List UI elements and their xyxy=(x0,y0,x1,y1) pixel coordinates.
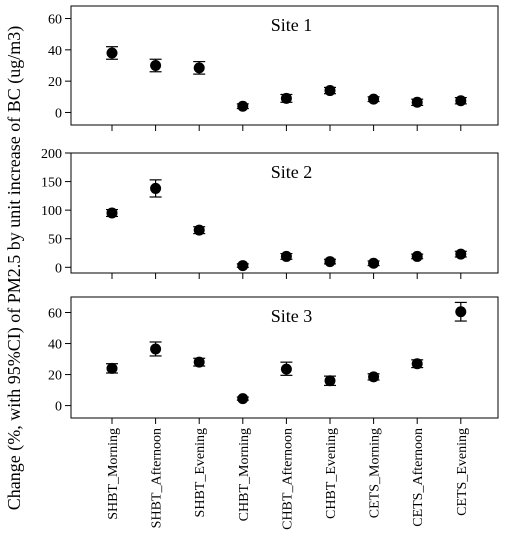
panel-2-y-tick-label: 100 xyxy=(41,204,62,219)
panel-2-point xyxy=(368,257,380,269)
panel-3-point xyxy=(411,358,423,370)
panel-1-y-tick-label: 40 xyxy=(48,44,62,59)
panel-2-y-tick-label: 200 xyxy=(41,147,62,162)
panel-1-y-tick-label: 20 xyxy=(48,75,62,90)
panel-1-y-tick-label: 0 xyxy=(55,106,62,121)
panel-2-point xyxy=(455,248,467,260)
panel-3-y-tick-label: 40 xyxy=(48,338,62,353)
panel-1-point xyxy=(324,85,336,97)
panel-3-point xyxy=(193,356,205,368)
x-tick-label: CHBT_Afternoon xyxy=(280,428,295,530)
panel-2-frame xyxy=(70,152,499,274)
x-tick-label: SHBT_Morning xyxy=(106,428,121,520)
panel-2-point xyxy=(193,224,205,236)
x-tick-label: SHBT_Evening xyxy=(193,428,208,517)
panel-3-y-tick-label: 0 xyxy=(55,400,62,415)
panel-3-point xyxy=(455,306,467,318)
x-tick-label: CETS_Morning xyxy=(368,428,383,518)
panel-1-point xyxy=(455,95,467,107)
panel-2-title: Site 2 xyxy=(271,162,313,182)
x-tick-label: SHBT_Afternoon xyxy=(150,428,165,528)
panel-1-frame xyxy=(70,5,499,126)
panel-3-point xyxy=(368,371,380,383)
panel-2-point xyxy=(411,250,423,262)
y-axis-label: Change (%, with 95%CI) of PM2.5 by unit … xyxy=(4,26,25,510)
panel-3-y-tick-label: 60 xyxy=(48,307,62,322)
x-tick-label: CETS_Evening xyxy=(455,428,470,516)
panel-1-point xyxy=(411,96,423,108)
panel-3-frame xyxy=(70,296,499,419)
panel-2-point xyxy=(150,182,162,194)
x-tick-label: CHBT_Morning xyxy=(237,428,252,521)
panel-1-point xyxy=(193,62,205,74)
panel-3-title: Site 3 xyxy=(271,306,313,326)
panel-2-point xyxy=(324,256,336,268)
panel-1-point xyxy=(280,92,292,104)
x-tick-label: CETS_Afternoon xyxy=(411,428,426,527)
panel-1-title: Site 1 xyxy=(271,15,313,35)
panel-2-point xyxy=(106,207,118,219)
panel-2-point xyxy=(280,250,292,262)
panel-1-point xyxy=(106,47,118,59)
panel-1-point xyxy=(237,100,249,112)
panel-1-point xyxy=(368,93,380,105)
panel-3-point xyxy=(150,343,162,355)
panel-3-y-tick-label: 20 xyxy=(48,369,62,384)
panel-1-point xyxy=(150,60,162,71)
x-tick-label: CHBT_Evening xyxy=(324,428,339,519)
panel-1-y-tick-label: 60 xyxy=(48,13,62,28)
panel-3-point xyxy=(280,363,292,375)
panel-3-point xyxy=(106,362,118,374)
panel-2-y-tick-label: 0 xyxy=(55,261,62,276)
panel-3-point xyxy=(237,393,249,405)
panel-2-y-tick-label: 150 xyxy=(41,176,62,191)
panel-2-point xyxy=(237,260,249,272)
panel-2-y-tick-label: 50 xyxy=(48,233,62,248)
panel-3-point xyxy=(324,375,336,387)
